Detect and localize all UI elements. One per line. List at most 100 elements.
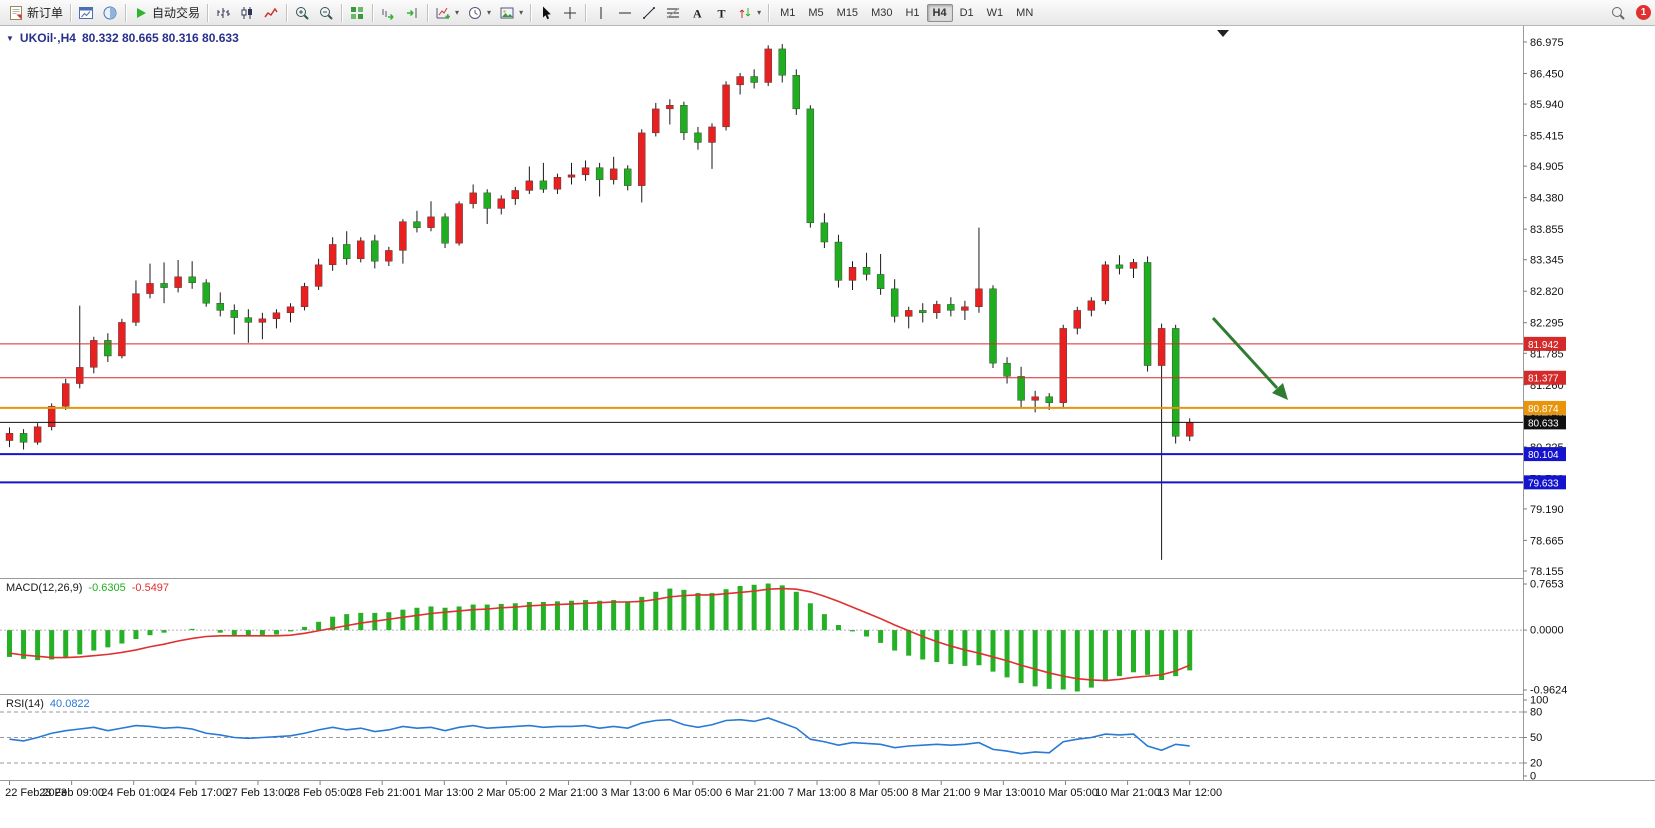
macd-histogram <box>7 583 1193 692</box>
svg-text:10 Mar 21:00: 10 Mar 21:00 <box>1095 787 1160 799</box>
svg-text:83.855: 83.855 <box>1530 224 1564 236</box>
candle-up <box>258 318 267 323</box>
fibonacci-tool-button[interactable] <box>661 2 685 24</box>
label-tool-button[interactable]: T <box>709 2 733 24</box>
candle-up <box>666 105 674 110</box>
separator <box>286 3 288 22</box>
arrows-tool-button[interactable]: ▾ <box>733 2 765 24</box>
candle-down <box>890 288 899 317</box>
separator <box>341 3 343 22</box>
new-order-icon <box>10 5 22 20</box>
zoom-out-icon <box>320 6 333 20</box>
candle-down <box>539 180 548 190</box>
zoom-in-button[interactable] <box>290 2 314 24</box>
notification-badge[interactable]: 1 <box>1636 5 1651 20</box>
cursor-icon <box>543 6 551 19</box>
svg-text:T: T <box>718 6 726 20</box>
dropdown-arrow: ▾ <box>757 8 762 17</box>
candle-up <box>1101 264 1110 302</box>
auto-trading-label: 自动交易 <box>152 6 201 20</box>
candle-down <box>230 310 239 318</box>
macd-axis: 0.7653 0.0000 -0.9624 <box>1523 579 1567 697</box>
search-button[interactable] <box>1606 2 1630 24</box>
profile-icon <box>103 6 117 19</box>
timeframe-d1[interactable]: D1 <box>954 4 980 22</box>
candle-up <box>1031 396 1039 401</box>
svg-text:80.874: 80.874 <box>1528 404 1559 415</box>
profile-button[interactable] <box>98 2 122 24</box>
candle-down <box>343 244 351 260</box>
svg-text:79.633: 79.633 <box>1528 478 1559 489</box>
svg-text:8 Mar 05:00: 8 Mar 05:00 <box>850 787 909 799</box>
candle-down <box>806 108 815 224</box>
separator <box>125 3 127 22</box>
candle-up <box>525 180 534 191</box>
zoom-out-button[interactable] <box>314 2 338 24</box>
trendline-tool-button[interactable] <box>637 2 661 24</box>
cursor-button[interactable] <box>534 2 558 24</box>
trendline-icon <box>643 6 656 19</box>
rsi-line <box>9 717 1190 755</box>
arrow-annotation[interactable] <box>1211 316 1288 400</box>
candle-up <box>314 264 323 287</box>
svg-text:6 Mar 05:00: 6 Mar 05:00 <box>663 787 722 799</box>
auto-scroll-button[interactable] <box>376 2 400 24</box>
auto-trading-button[interactable]: 自动交易 <box>129 2 204 24</box>
svg-text:6 Mar 21:00: 6 Mar 21:00 <box>726 787 785 799</box>
candle-down <box>624 168 632 186</box>
candle-up <box>497 198 505 209</box>
chart-shift-button[interactable] <box>400 2 424 24</box>
svg-text:78.155: 78.155 <box>1530 566 1564 578</box>
timeframe-m5[interactable]: M5 <box>802 4 829 22</box>
candlestick-chart-icon <box>241 6 253 19</box>
candlestick-chart-button[interactable] <box>235 2 259 24</box>
indicators-button[interactable]: ▾ <box>431 2 463 24</box>
timeframe-h1[interactable]: H1 <box>899 4 925 22</box>
tile-windows-button[interactable] <box>345 2 369 24</box>
crosshair-button[interactable] <box>558 2 582 24</box>
candle-down <box>876 274 885 290</box>
candle-down <box>160 283 168 288</box>
bar-chart-button[interactable] <box>211 2 235 24</box>
horizontal-line-icon <box>619 12 632 13</box>
candle-up <box>33 426 42 443</box>
candle-up <box>76 367 84 384</box>
svg-text:82.295: 82.295 <box>1530 318 1564 330</box>
timeframe-m1[interactable]: M1 <box>774 4 801 22</box>
svg-text:-0.9624: -0.9624 <box>1530 685 1567 697</box>
timeframe-m30[interactable]: M30 <box>865 4 898 22</box>
candle-up <box>1129 262 1138 269</box>
candle-down <box>216 302 224 311</box>
candle-down <box>104 340 112 357</box>
candle-down <box>834 241 843 281</box>
svg-text:9 Mar 13:00: 9 Mar 13:00 <box>974 787 1033 799</box>
candle-down <box>989 288 997 364</box>
collapse-triangle-icon[interactable]: ▼ <box>6 33 14 43</box>
candle-down <box>792 75 800 110</box>
svg-text:22 Feb 2023: 22 Feb 2023 <box>5 787 67 799</box>
toolbar: 新订单 自动交易 <box>0 0 1655 26</box>
line-chart-button[interactable] <box>259 2 283 24</box>
dropdown-arrow: ▾ <box>519 8 524 17</box>
chart-shift-marker[interactable] <box>1217 30 1229 37</box>
vertical-line-tool-button[interactable] <box>589 2 613 24</box>
timeframe-mn[interactable]: MN <box>1010 4 1039 22</box>
timeframe-h4[interactable]: H4 <box>926 3 953 22</box>
periods-button[interactable]: ▾ <box>463 2 495 24</box>
price-tag: 81.942 <box>1524 336 1566 351</box>
templates-button[interactable]: ▾ <box>495 2 527 24</box>
text-tool-button[interactable]: A <box>685 2 709 24</box>
timeframe-w1[interactable]: W1 <box>981 4 1010 22</box>
candle-down <box>441 216 449 244</box>
candles <box>5 44 1194 560</box>
timeframe-m15[interactable]: M15 <box>831 4 864 22</box>
autotrade-play-icon <box>137 7 147 18</box>
price-tag: 80.104 <box>1524 447 1566 462</box>
new-order-button[interactable]: 新订单 <box>4 2 67 24</box>
chart-window-button[interactable] <box>74 2 98 24</box>
auto-scroll-icon <box>382 8 394 20</box>
horizontal-line-tool-button[interactable] <box>613 2 637 24</box>
